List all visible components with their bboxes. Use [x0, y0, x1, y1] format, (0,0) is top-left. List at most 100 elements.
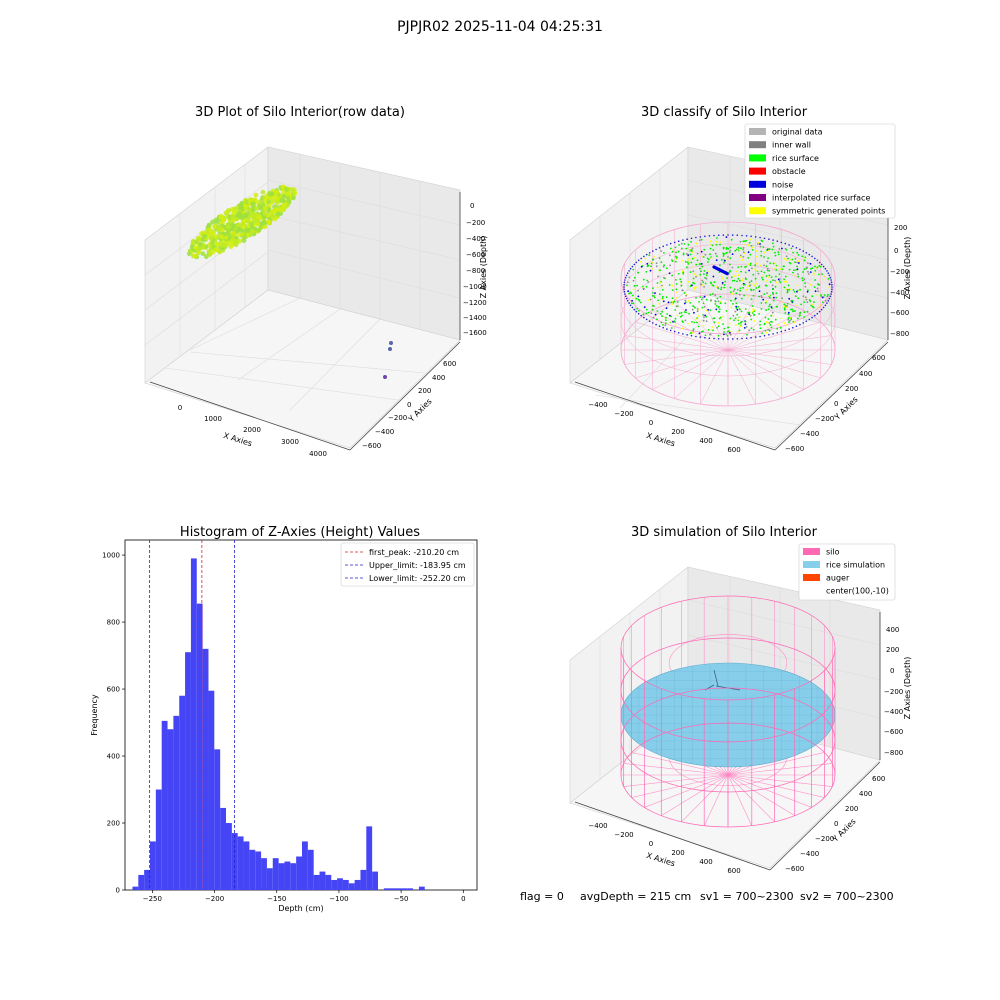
plot1-data-point	[216, 226, 222, 232]
plot2-data-point	[742, 283, 745, 286]
plot2-data-point	[694, 306, 696, 309]
plot2-data-point	[772, 245, 775, 248]
plot2-data-point	[738, 316, 741, 318]
plot2-noise-point	[673, 241, 676, 244]
plot2-data-point	[769, 303, 771, 306]
plot2-data-point	[700, 263, 703, 265]
plot2-data-point	[785, 259, 787, 261]
plot2-data-point	[775, 296, 778, 299]
subplot-4-title: 3D simulation of Silo Interior	[631, 525, 818, 540]
plot2-data-point	[803, 278, 806, 281]
plot2-noise-point	[731, 234, 734, 236]
plot2-noise-point	[816, 259, 819, 262]
plot2-data-point	[757, 286, 760, 289]
plot2-data-point	[666, 267, 668, 270]
plot2-noise-point	[780, 330, 783, 333]
x-tick-label: −50	[394, 895, 409, 903]
z-tick-label: −200	[890, 268, 909, 276]
plot2-data-point	[674, 309, 677, 311]
plot2-data-point	[660, 285, 663, 288]
histogram-bar	[290, 863, 297, 890]
plot2-data-point	[664, 322, 667, 325]
plot2-data-point	[709, 309, 712, 311]
plot2-data-point	[742, 286, 744, 289]
plot2-data-point	[750, 280, 753, 282]
plot2-data-point	[685, 266, 688, 269]
plot2-data-point	[732, 290, 735, 292]
plot2-data-point	[765, 265, 768, 267]
plot2-data-point	[702, 314, 705, 316]
plot2-data-point	[791, 308, 794, 311]
plot2-data-point	[752, 288, 755, 291]
plot2-data-point	[820, 294, 822, 296]
plot2-noise-point	[677, 240, 680, 242]
plot2-data-point	[645, 285, 648, 288]
plot2-data-point	[658, 257, 661, 260]
plot2-noise-point	[690, 237, 693, 240]
plot2-data-point	[637, 295, 640, 298]
plot2-data-point	[770, 306, 773, 308]
z-tick-label: 200	[894, 224, 907, 232]
plot2-data-point	[627, 281, 629, 284]
plot2-data-point	[763, 271, 766, 274]
plot2-data-point	[810, 304, 813, 307]
plot2-data-point	[722, 315, 724, 318]
plot2-data-point	[673, 300, 676, 303]
plot2-data-point	[740, 297, 743, 300]
plot2-noise-point	[623, 288, 625, 291]
plot2-data-point	[756, 262, 758, 265]
plot2-data-point	[701, 265, 704, 268]
histogram-bar	[243, 841, 250, 890]
plot2-data-point	[676, 297, 678, 299]
plot2-data-point	[783, 308, 786, 311]
histogram-bar	[202, 648, 209, 890]
plot2-data-point	[711, 326, 714, 328]
x-tick-label: 4000	[309, 450, 327, 458]
plot2-data-point	[741, 258, 744, 261]
plot2-data-point	[727, 247, 730, 250]
x-tick-label: 200	[671, 428, 684, 436]
plot2-data-point	[754, 264, 756, 266]
plot2-data-point	[655, 265, 658, 268]
plot2-noise-point	[768, 334, 770, 336]
plot2-data-point	[791, 299, 794, 302]
histogram-bar	[161, 720, 168, 890]
plot2-data-point	[677, 250, 680, 253]
plot2-data-point	[774, 285, 777, 288]
plot1-data-point	[211, 231, 217, 236]
plot2-data-point	[790, 247, 793, 250]
silo-wire	[623, 774, 729, 787]
y-tick-label: 400	[107, 753, 120, 761]
histogram-bar	[366, 826, 373, 890]
plot2-data-point	[784, 275, 787, 278]
plot2-data-point	[699, 267, 701, 270]
plot2-data-point	[719, 241, 721, 244]
z-tick-label: 400	[886, 626, 899, 634]
plot2-data-point	[689, 253, 692, 256]
sv2-text: sv2 = 700~2300	[800, 890, 894, 903]
plot3-y-ticks: 0 200 400 600 800 1000	[102, 552, 125, 895]
plot2-noise-point	[655, 323, 657, 326]
plot2-data-point	[779, 278, 781, 280]
z-tick-label: −600	[890, 309, 909, 317]
plot2-data-point	[819, 304, 821, 306]
plot1-data-point	[267, 191, 273, 197]
plot2-data-point	[767, 318, 770, 320]
plot2-data-point	[779, 281, 782, 284]
plot2-noise-point	[722, 338, 725, 340]
plot2-data-point	[702, 256, 705, 258]
plot2-noise-point	[648, 252, 651, 254]
plot2-data-point	[814, 290, 817, 293]
plot2-data-point	[749, 264, 752, 266]
plot2-data-point	[722, 253, 725, 256]
plot1-data-point	[230, 214, 236, 220]
plot2-data-point	[725, 236, 728, 239]
plot1-z-axis-label: Z Axies (Depth)	[479, 236, 488, 299]
plot2-data-point	[796, 289, 799, 292]
plot2-noise-point	[802, 250, 804, 252]
plot2-data-point	[759, 327, 762, 330]
plot2-data-point	[783, 280, 786, 283]
histogram-bar	[284, 861, 291, 890]
plot2-noise-point	[624, 276, 627, 279]
plot2-data-point	[691, 321, 693, 323]
